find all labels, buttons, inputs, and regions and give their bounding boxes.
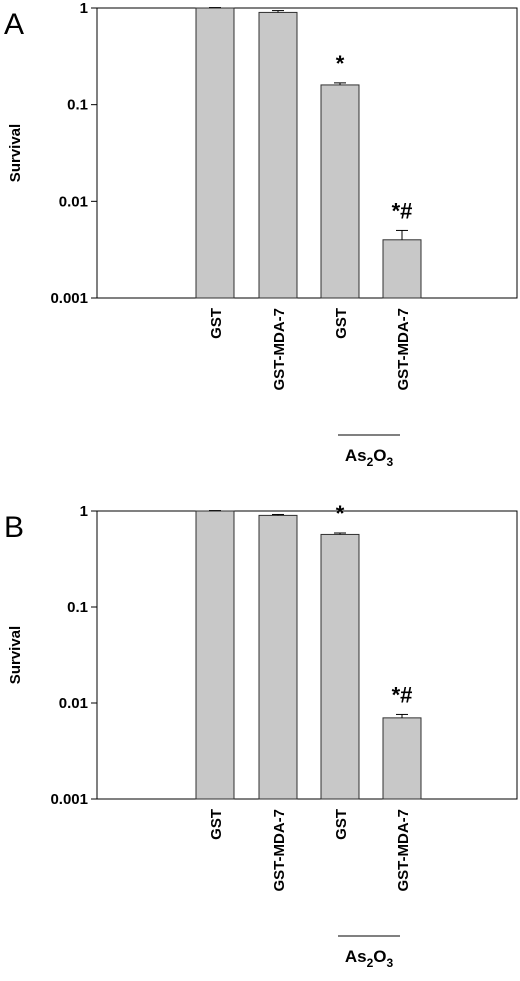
x-tick-label-3: GST [333, 308, 350, 339]
group-label-part-1: As [345, 947, 367, 966]
group-label-part-4: 3 [386, 455, 393, 469]
y-tick-label-1: 1 [80, 0, 88, 17]
chart-panel-b: B Survival 0.001 0.01 0.1 1 * *# GST GST-MDA-7 GST… [4, 501, 518, 970]
significance-mark-4: *# [392, 682, 413, 707]
y-tick-label-0.1: 0.1 [67, 599, 88, 616]
plot-frame [96, 7, 518, 299]
x-tick-label-4: GST-MDA-7 [395, 308, 412, 391]
y-tick-label-0.1: 0.1 [67, 97, 88, 114]
group-label-part-2: 2 [367, 956, 374, 970]
bar-2 [258, 11, 298, 299]
bar-1 [195, 7, 235, 299]
bar-3 [320, 84, 360, 299]
significance-mark-3: * [336, 501, 345, 526]
y-tick-label-0.001: 0.001 [50, 791, 88, 808]
bar-4 [382, 717, 422, 800]
y-tick-label-0.001: 0.001 [50, 290, 88, 307]
group-label: As2O3 [345, 947, 394, 970]
y-tick-label-0.01: 0.01 [59, 695, 88, 712]
group-label-part-3: O [373, 446, 386, 465]
y-tick-label-0.01: 0.01 [59, 193, 88, 210]
group-label-part-2: 2 [367, 455, 374, 469]
panel-label: A [4, 8, 24, 41]
chart-panel-a: A Survival 0.001 0.01 0.1 1 * *# GST GST-MDA-7 GST… [4, 0, 518, 469]
x-tick-label-1: GST [208, 308, 225, 339]
y-axis-title: Survival [7, 626, 24, 684]
group-label: As2O3 [345, 446, 394, 469]
x-tick-label-1: GST [208, 809, 225, 840]
x-tick-label-4: GST-MDA-7 [395, 809, 412, 892]
y-axis-title: Survival [7, 124, 24, 182]
bar-2 [258, 514, 298, 800]
group-label-part-4: 3 [386, 956, 393, 970]
y-tick-label-1: 1 [80, 503, 88, 520]
bar-3 [320, 533, 360, 800]
panel-label: B [4, 511, 24, 544]
x-tick-label-3: GST [333, 809, 350, 840]
x-tick-label-2: GST-MDA-7 [271, 809, 288, 892]
plot-frame [96, 510, 518, 800]
significance-mark-3: * [336, 51, 345, 76]
x-tick-label-2: GST-MDA-7 [271, 308, 288, 391]
group-label-part-1: As [345, 446, 367, 465]
significance-mark-4: *# [392, 198, 413, 223]
bar-1 [195, 510, 235, 800]
bar-4 [382, 239, 422, 299]
group-label-part-3: O [373, 947, 386, 966]
